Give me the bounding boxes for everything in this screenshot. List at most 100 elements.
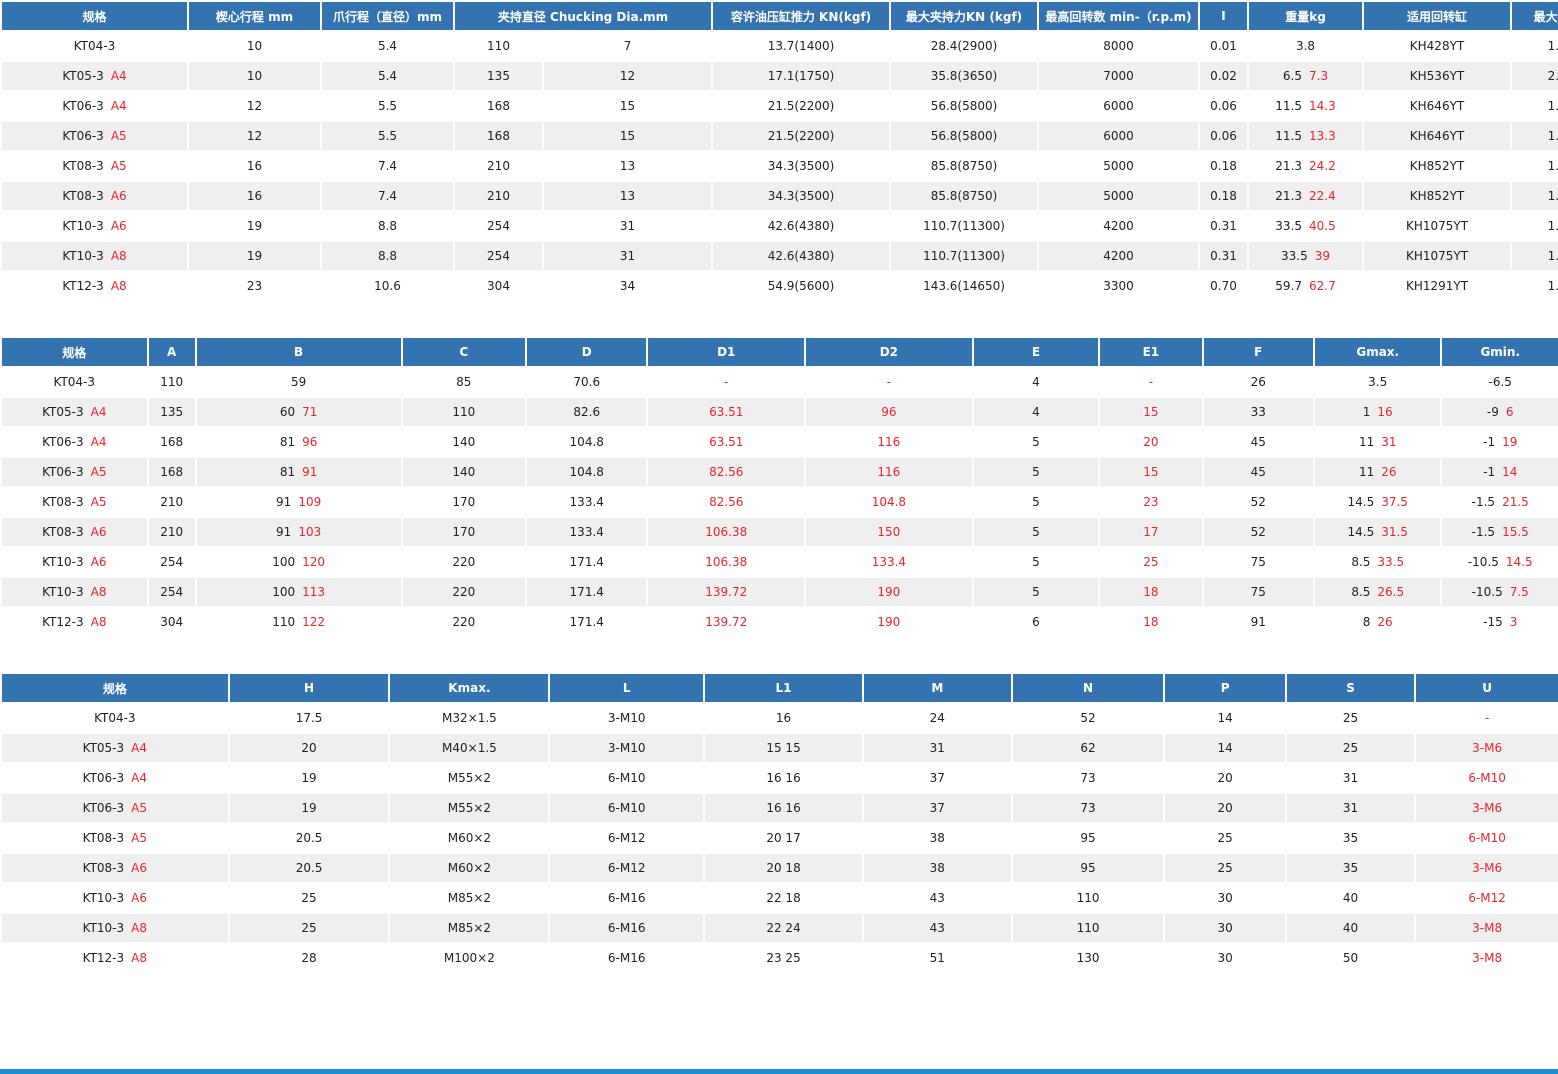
value: 7000: [1103, 69, 1134, 83]
header-row: 规格 H Kmax. L L1 M N P S U: [2, 674, 1558, 702]
cell-kmax: M55×2: [390, 764, 549, 792]
cell-cylinder-thrust: 13.7(1400): [713, 32, 890, 60]
table-row: KT06-3 A4 168 81 96 140 104.8 63.51 116 5 20 45 11 31…: [2, 428, 1558, 456]
value: 110.7(11300): [923, 249, 1005, 263]
cell-weight: 33.5 40.5: [1249, 212, 1363, 240]
variant-value: A5: [90, 465, 107, 479]
cell-p: 20: [1165, 764, 1285, 792]
cell-b: 81 91: [196, 458, 401, 486]
value: 1.9(19): [1547, 189, 1558, 203]
variant-value: 26: [1377, 615, 1393, 629]
table-row: KT08-3 A6 210 91 103 170 133.4 106.38 150 5 17 52 14…: [2, 518, 1558, 546]
table-row: KT04-3 17.5 M32×1.5 3-M10 16 24 52 14 25 -: [2, 704, 1558, 732]
variant-value: 82.56: [709, 465, 744, 479]
variant-value: A4: [131, 741, 147, 755]
value: -9: [1486, 405, 1499, 419]
value: -10.5: [1467, 555, 1499, 569]
value: 25: [1342, 711, 1359, 725]
value: 1.9(19): [1547, 129, 1558, 143]
value: 19: [246, 249, 263, 263]
variant-value: A5: [131, 831, 147, 845]
cell-model: KT08-3 A6: [2, 518, 147, 546]
cell-cylinder-thrust: 42.6(4380): [713, 242, 890, 270]
cell-kmax: M85×2: [390, 914, 549, 942]
value: 21.3: [1275, 159, 1303, 173]
cell-f: 52: [1203, 488, 1313, 516]
value: 52: [1250, 525, 1266, 539]
value: 56.8(5800): [930, 99, 998, 113]
cell-d: 171.4: [527, 608, 647, 636]
value: 19: [301, 771, 317, 785]
table-row: KT04-3 110 59 85 70.6 - - 4 - 26 3.5 -6.5: [2, 368, 1558, 396]
variant-value: A8: [131, 921, 147, 935]
cell-wedge-stroke: 16: [189, 182, 320, 210]
cell-l1: 16: [705, 704, 862, 732]
cell-e: 5: [973, 578, 1099, 606]
cell-n: 130: [1012, 944, 1164, 972]
cell-d2: 150: [806, 518, 972, 546]
cell-gmax: 1 16: [1314, 398, 1441, 426]
value: 16: [246, 159, 263, 173]
cell-n: 95: [1012, 824, 1164, 852]
variant-value: A4: [110, 69, 127, 83]
cell-a: 254: [148, 578, 195, 606]
variant-value: A5: [110, 129, 127, 143]
variant-value: 139.72: [705, 615, 748, 629]
col-header-f: F: [1203, 338, 1313, 366]
cell-weight: 59.7 62.7: [1249, 272, 1363, 300]
value: 30: [1217, 951, 1233, 965]
variant-value: 6-M12: [1468, 891, 1506, 905]
value: 254: [160, 585, 184, 599]
variant-value: 14.3: [1309, 99, 1336, 113]
cell-model: KT04-3: [2, 368, 147, 396]
cell-e: 5: [973, 428, 1099, 456]
value: 20: [301, 741, 317, 755]
col-header-d2: D2: [806, 338, 972, 366]
value: 11.5: [1275, 99, 1303, 113]
table-row: KT06-3 A5 168 81 91 140 104.8 82.56 116 5 15 45 11 26…: [2, 458, 1558, 486]
cell-chucking-dia-max: 168: [455, 92, 542, 120]
value: 19: [246, 219, 263, 233]
cell-h: 28: [229, 944, 389, 972]
value: 45: [1250, 465, 1266, 479]
cell-d2: 116: [806, 458, 972, 486]
cell-max-pressure: 1.9(19): [1512, 122, 1558, 150]
variant-value: 82.56: [709, 495, 744, 509]
cell-u: 6-M12: [1416, 884, 1558, 912]
col-header-c: C: [402, 338, 525, 366]
value: KT06-3: [82, 801, 125, 815]
value: 59: [290, 375, 307, 389]
value: 0.31: [1210, 219, 1237, 233]
table-row: KT10-3 A8 254 100 113 220 171.4 139.72 190 5 18 75 8…: [2, 578, 1558, 606]
cell-model: KT06-3 A5: [2, 458, 147, 486]
value: 171.4: [569, 615, 604, 629]
footer-divider: [0, 1069, 1558, 1074]
cell-d1: 82.56: [648, 458, 805, 486]
value: KH852YT: [1409, 159, 1465, 173]
cell-e: 6: [973, 608, 1099, 636]
value: 91: [276, 525, 292, 539]
value: 8000: [1103, 39, 1134, 53]
cell-u: 3-M8: [1416, 944, 1558, 972]
col-header-model: 规格: [2, 338, 147, 366]
cell-e: 4: [973, 368, 1099, 396]
cell-inertia: 0.06: [1200, 92, 1248, 120]
cell-gmin: -1.5 15.5: [1442, 518, 1558, 546]
value: 12: [246, 129, 263, 143]
cell-e: 5: [973, 488, 1099, 516]
cell-s: 31: [1286, 794, 1415, 822]
variant-value: 104.8: [871, 495, 907, 509]
value: 5: [1032, 495, 1040, 509]
col-header-cylinder: 适用回转缸: [1364, 2, 1511, 30]
cell-m: 37: [863, 794, 1011, 822]
col-header-m: M: [863, 674, 1011, 702]
value: KH646YT: [1409, 99, 1465, 113]
table-row: KT06-3 A4 19 M55×2 6-M10 16 16 37 73 20 31 6-M10: [2, 764, 1558, 792]
value: M32×1.5: [442, 711, 497, 725]
cell-d: 104.8: [527, 428, 647, 456]
cell-d: 171.4: [527, 578, 647, 606]
cell-model: KT05-3 A4: [2, 398, 147, 426]
value: 75: [1250, 555, 1266, 569]
cell-weight: 3.8: [1249, 32, 1363, 60]
cell-model: KT10-3 A8: [2, 242, 187, 270]
